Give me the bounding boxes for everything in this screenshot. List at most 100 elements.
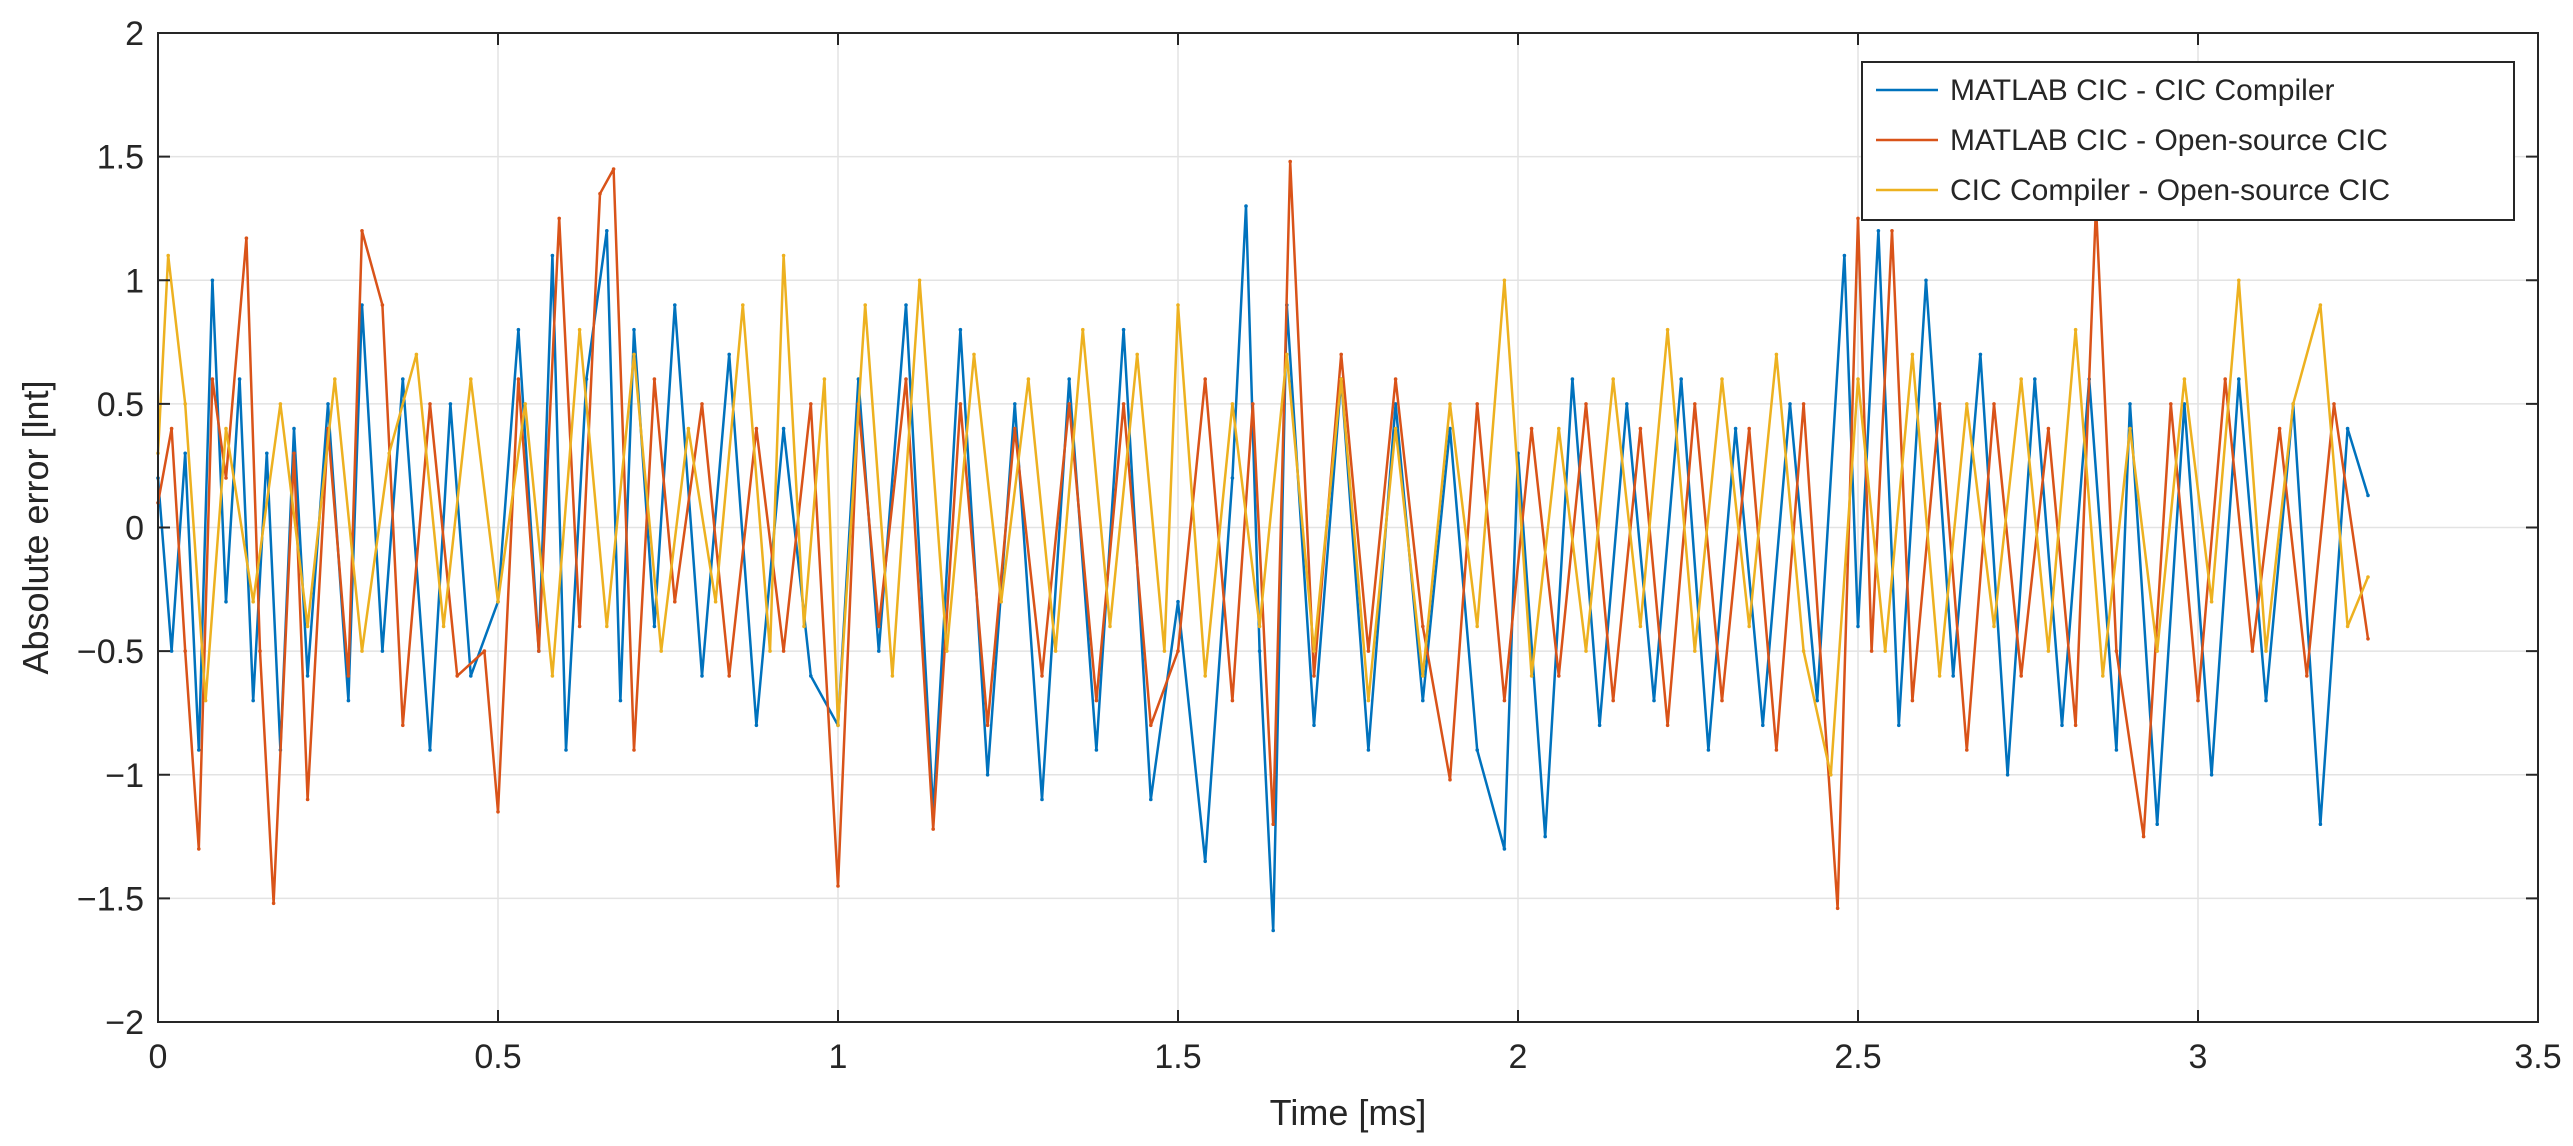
data-point xyxy=(890,674,895,678)
data-point xyxy=(1992,624,1996,629)
data-point xyxy=(292,426,296,431)
data-point xyxy=(713,599,718,604)
data-point xyxy=(2264,698,2268,703)
data-point xyxy=(305,797,310,802)
data-point xyxy=(1203,859,1207,864)
data-point xyxy=(1108,624,1112,629)
data-point xyxy=(1910,698,1915,703)
y-axis-label: Absolute error [lnt] xyxy=(15,380,56,674)
data-point xyxy=(2155,649,2159,653)
x-tick-label: 2.5 xyxy=(1834,1038,1881,1076)
data-point xyxy=(1557,426,1561,431)
x-tick-label: 0 xyxy=(149,1038,168,1076)
data-point xyxy=(1393,426,1398,431)
data-point xyxy=(2019,674,2023,678)
data-point xyxy=(292,451,296,456)
data-point xyxy=(836,884,840,888)
data-point xyxy=(652,624,657,629)
data-point xyxy=(1625,402,1629,406)
data-point xyxy=(428,402,432,406)
data-point xyxy=(305,624,310,629)
y-axis-ticks: −2 −1.5 −1 −0.5 0 0.5 1 1.5 2 xyxy=(77,15,2538,1042)
data-point xyxy=(1421,674,1425,678)
data-point xyxy=(237,377,242,381)
data-point xyxy=(2209,599,2214,604)
data-point xyxy=(469,377,473,381)
data-point xyxy=(768,649,772,653)
data-point xyxy=(496,810,500,814)
data-point xyxy=(1162,649,1167,653)
data-point xyxy=(2060,723,2064,728)
data-point xyxy=(1176,649,1180,653)
data-point xyxy=(523,402,527,406)
data-point xyxy=(1312,723,1316,728)
y-tick-label: 2 xyxy=(125,15,144,53)
data-point xyxy=(1761,723,1765,728)
data-point xyxy=(2318,303,2323,307)
data-point xyxy=(1121,327,1126,332)
data-point xyxy=(2046,649,2051,653)
data-point xyxy=(1835,906,1840,911)
data-point xyxy=(958,327,963,332)
data-point xyxy=(1149,797,1153,802)
data-point xyxy=(1937,402,1942,406)
data-point xyxy=(166,253,170,258)
data-point xyxy=(428,748,432,752)
data-point xyxy=(618,698,623,703)
data-point xyxy=(1856,624,1860,629)
data-point xyxy=(271,901,276,906)
data-point xyxy=(1584,402,1588,406)
data-point xyxy=(1421,624,1425,629)
data-point xyxy=(537,649,541,653)
data-point xyxy=(1910,352,1915,357)
data-point xyxy=(1679,377,1683,381)
x-tick-label: 1.5 xyxy=(1154,1038,1201,1076)
data-point xyxy=(1652,698,1656,703)
data-point xyxy=(516,377,521,381)
data-point xyxy=(945,649,949,653)
data-point xyxy=(482,649,487,653)
data-point xyxy=(2277,426,2282,431)
data-point xyxy=(754,426,759,431)
data-point xyxy=(197,748,201,752)
data-point xyxy=(877,624,881,629)
data-point xyxy=(1149,723,1153,728)
data-point xyxy=(1747,426,1751,431)
data-point xyxy=(999,599,1003,604)
data-point xyxy=(673,303,677,307)
data-point xyxy=(169,649,174,653)
data-point xyxy=(781,426,786,431)
data-point xyxy=(210,278,215,283)
data-point xyxy=(700,402,704,406)
data-point xyxy=(605,229,609,233)
data-point xyxy=(1067,377,1071,381)
data-point xyxy=(401,377,405,381)
series-line-3 xyxy=(156,254,2370,777)
legend-box xyxy=(1861,61,2515,221)
data-point xyxy=(557,216,561,221)
data-point xyxy=(414,352,419,357)
data-point xyxy=(1876,229,1881,233)
data-point xyxy=(802,624,806,629)
data-point xyxy=(1421,698,1425,703)
y-tick-label: 1 xyxy=(125,262,144,300)
data-point xyxy=(2101,674,2105,678)
data-point xyxy=(441,624,446,629)
data-point xyxy=(1176,303,1180,307)
data-point xyxy=(1543,834,1547,839)
data-point xyxy=(2332,402,2336,406)
data-point xyxy=(632,748,636,752)
data-point xyxy=(197,847,201,851)
data-point xyxy=(2128,426,2132,431)
data-point xyxy=(1815,698,1819,703)
data-point xyxy=(2073,723,2078,728)
data-point xyxy=(605,624,609,629)
data-point xyxy=(1597,723,1602,728)
data-point xyxy=(2073,327,2078,332)
data-point xyxy=(2114,649,2119,653)
data-point xyxy=(1257,649,1262,653)
data-point xyxy=(1502,698,1507,703)
data-point xyxy=(469,674,473,678)
data-point xyxy=(809,674,813,678)
